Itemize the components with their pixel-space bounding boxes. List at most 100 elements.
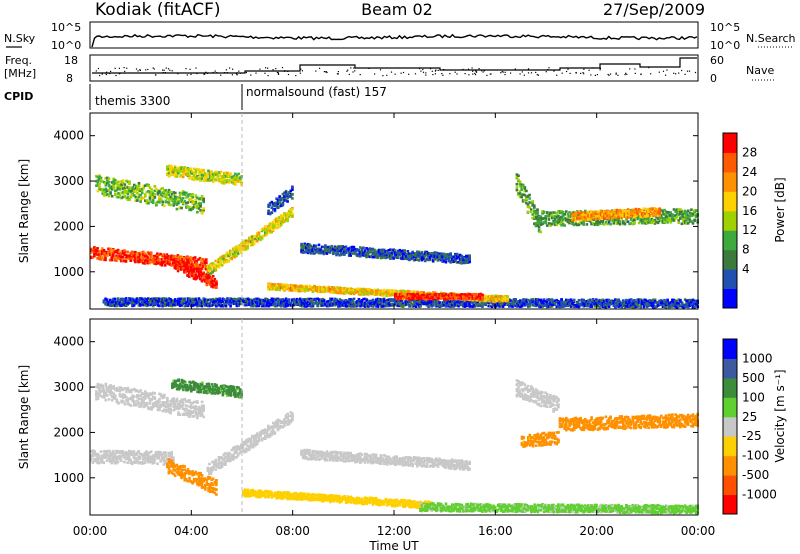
power-cell xyxy=(300,244,303,247)
power-cell xyxy=(123,298,126,301)
nave-dot xyxy=(615,72,617,74)
power-cell xyxy=(631,302,635,306)
power-cell xyxy=(297,288,300,292)
power-cell xyxy=(117,195,120,199)
power-cell xyxy=(134,300,137,303)
power-cell xyxy=(189,299,193,303)
nave-dot xyxy=(625,72,627,74)
power-cell xyxy=(181,167,185,170)
power-cell xyxy=(660,303,663,306)
nave-dot xyxy=(478,68,480,70)
power-cell xyxy=(339,245,343,248)
power-cell xyxy=(118,304,122,308)
power-cell xyxy=(117,187,120,190)
power-cell xyxy=(183,166,186,169)
power-cell xyxy=(561,302,565,306)
power-cell xyxy=(199,299,202,302)
power-cell xyxy=(205,179,209,182)
power-cell xyxy=(522,302,525,305)
power-cell xyxy=(420,258,424,262)
power-cell xyxy=(129,195,133,199)
power-cell xyxy=(412,258,416,262)
power-cell xyxy=(382,298,386,302)
cpid-panel: CPID themis 3300 normalsound (fast) 157 xyxy=(4,84,387,110)
power-cell xyxy=(244,247,248,251)
power-cell xyxy=(227,252,230,256)
power-cell xyxy=(259,299,262,302)
power-cell xyxy=(243,302,247,305)
power-cell xyxy=(246,242,249,246)
power-cell xyxy=(123,259,126,262)
power-cell xyxy=(120,186,123,189)
nave-dot xyxy=(195,67,197,69)
power-cell xyxy=(618,303,622,306)
power-cell xyxy=(153,262,156,265)
power-cell xyxy=(219,178,223,181)
power-cell xyxy=(145,255,148,258)
power-cell xyxy=(196,177,199,181)
nave-dot xyxy=(443,69,445,71)
power-cell xyxy=(99,250,102,254)
power-cell xyxy=(205,258,208,261)
power-cell xyxy=(443,259,446,263)
power-cell xyxy=(195,276,199,280)
power-cell xyxy=(129,251,132,255)
power-cell xyxy=(134,254,137,257)
nave-dot xyxy=(167,68,170,70)
power-cell xyxy=(443,258,446,261)
power-cell xyxy=(176,265,180,269)
power-cell xyxy=(306,304,310,307)
power-cell xyxy=(276,299,280,302)
power-cell xyxy=(181,175,185,179)
power-cell xyxy=(680,302,684,305)
power-cell xyxy=(121,256,125,259)
power-cell xyxy=(351,298,354,302)
power-cell xyxy=(365,251,368,255)
power-cell xyxy=(194,198,198,202)
nave-dot xyxy=(165,67,167,69)
power-cell xyxy=(148,191,152,194)
power-cell xyxy=(280,198,283,202)
power-cell xyxy=(531,300,535,303)
power-cell xyxy=(103,180,106,184)
power-cell xyxy=(279,215,283,219)
power-cell xyxy=(373,303,376,307)
power-cell xyxy=(281,220,285,223)
power-cell xyxy=(650,300,654,303)
power-cell xyxy=(576,301,579,305)
power-cell xyxy=(191,200,194,203)
power-cell xyxy=(283,304,286,307)
power-cell xyxy=(187,258,191,261)
power-cell xyxy=(143,252,147,255)
nave-dot xyxy=(592,67,594,69)
power-cell xyxy=(186,265,189,268)
power-cell xyxy=(591,303,595,306)
power-cell xyxy=(145,200,149,204)
power-cell xyxy=(143,262,147,265)
power-cell xyxy=(371,252,375,255)
nave-dot xyxy=(347,69,349,71)
power-cell xyxy=(593,299,597,303)
power-cell xyxy=(460,261,464,264)
power-cell xyxy=(242,297,245,301)
power-cell xyxy=(598,305,601,309)
power-cell xyxy=(432,302,435,305)
power-cell xyxy=(265,233,269,236)
power-cell xyxy=(284,213,288,216)
power-cell xyxy=(154,258,158,262)
power-cell xyxy=(191,193,194,196)
power-cell xyxy=(356,303,359,307)
power-cell xyxy=(268,202,272,205)
power-cell xyxy=(294,289,297,292)
power-cell xyxy=(142,303,145,307)
power-cell xyxy=(196,210,199,214)
power-cell xyxy=(242,300,245,304)
power-cell xyxy=(356,301,359,305)
power-cell xyxy=(257,237,261,241)
power-cell xyxy=(200,279,204,283)
nave-dot xyxy=(548,67,550,69)
power-cell xyxy=(314,301,318,305)
power-cell xyxy=(197,265,200,268)
power-cell xyxy=(175,267,178,270)
nave-dot xyxy=(126,67,128,69)
